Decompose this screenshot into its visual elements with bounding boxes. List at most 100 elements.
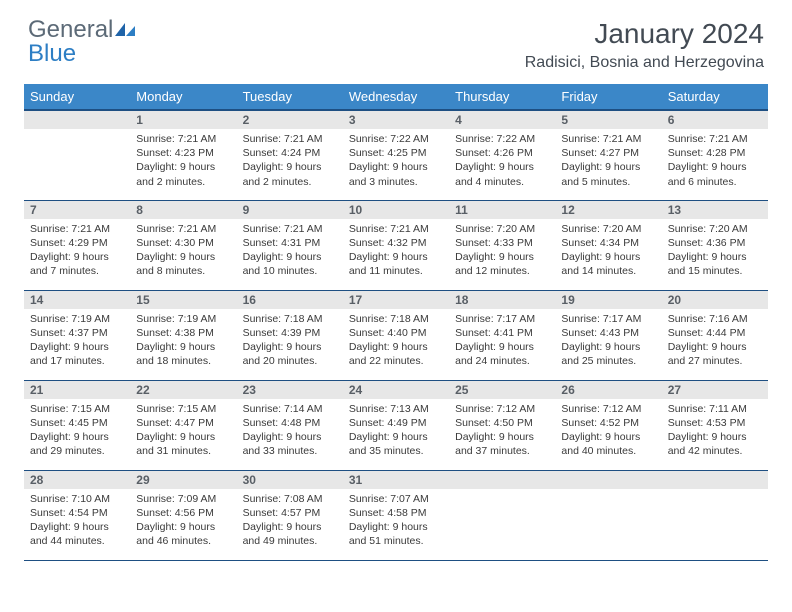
day-number: 15 xyxy=(130,291,236,309)
daylight-text-1: Daylight: 9 hours xyxy=(561,430,655,444)
day-number: 13 xyxy=(662,201,768,219)
day-data: Sunrise: 7:15 AMSunset: 4:45 PMDaylight:… xyxy=(24,399,130,463)
daylight-text-1: Daylight: 9 hours xyxy=(136,520,230,534)
calendar-cell: 18Sunrise: 7:17 AMSunset: 4:41 PMDayligh… xyxy=(449,290,555,380)
day-number: 18 xyxy=(449,291,555,309)
calendar-week-row: 7Sunrise: 7:21 AMSunset: 4:29 PMDaylight… xyxy=(24,200,768,290)
daylight-text-1: Daylight: 9 hours xyxy=(668,340,762,354)
sunset-text: Sunset: 4:47 PM xyxy=(136,416,230,430)
sunrise-text: Sunrise: 7:21 AM xyxy=(136,132,230,146)
logo-text: General Blue xyxy=(28,18,137,66)
calendar-cell xyxy=(449,470,555,560)
calendar-cell: 2Sunrise: 7:21 AMSunset: 4:24 PMDaylight… xyxy=(237,110,343,200)
calendar-week-row: 1Sunrise: 7:21 AMSunset: 4:23 PMDaylight… xyxy=(24,110,768,200)
header: General Blue January 2024 Radisici, Bosn… xyxy=(0,0,792,78)
daylight-text-1: Daylight: 9 hours xyxy=(136,430,230,444)
weekday-header: Wednesday xyxy=(343,84,449,110)
daylight-text-2: and 24 minutes. xyxy=(455,354,549,368)
weekday-header: Thursday xyxy=(449,84,555,110)
sunrise-text: Sunrise: 7:12 AM xyxy=(455,402,549,416)
sunset-text: Sunset: 4:48 PM xyxy=(243,416,337,430)
daylight-text-2: and 3 minutes. xyxy=(349,175,443,189)
calendar-cell: 26Sunrise: 7:12 AMSunset: 4:52 PMDayligh… xyxy=(555,380,661,470)
day-data: Sunrise: 7:13 AMSunset: 4:49 PMDaylight:… xyxy=(343,399,449,463)
day-data: Sunrise: 7:15 AMSunset: 4:47 PMDaylight:… xyxy=(130,399,236,463)
sunset-text: Sunset: 4:49 PM xyxy=(349,416,443,430)
daylight-text-2: and 42 minutes. xyxy=(668,444,762,458)
day-number: 2 xyxy=(237,111,343,129)
daylight-text-1: Daylight: 9 hours xyxy=(243,160,337,174)
weekday-row: SundayMondayTuesdayWednesdayThursdayFrid… xyxy=(24,84,768,110)
daylight-text-2: and 10 minutes. xyxy=(243,264,337,278)
daylight-text-1: Daylight: 9 hours xyxy=(349,340,443,354)
day-number: 7 xyxy=(24,201,130,219)
day-number: 25 xyxy=(449,381,555,399)
empty-daynum xyxy=(24,111,130,129)
daylight-text-1: Daylight: 9 hours xyxy=(30,250,124,264)
weekday-header: Friday xyxy=(555,84,661,110)
day-number: 11 xyxy=(449,201,555,219)
daylight-text-1: Daylight: 9 hours xyxy=(243,520,337,534)
day-number: 9 xyxy=(237,201,343,219)
daylight-text-1: Daylight: 9 hours xyxy=(243,430,337,444)
sunrise-text: Sunrise: 7:20 AM xyxy=(561,222,655,236)
sunset-text: Sunset: 4:30 PM xyxy=(136,236,230,250)
calendar-head: SundayMondayTuesdayWednesdayThursdayFrid… xyxy=(24,84,768,110)
sunset-text: Sunset: 4:32 PM xyxy=(349,236,443,250)
day-number: 24 xyxy=(343,381,449,399)
calendar-week-row: 21Sunrise: 7:15 AMSunset: 4:45 PMDayligh… xyxy=(24,380,768,470)
daylight-text-1: Daylight: 9 hours xyxy=(136,340,230,354)
calendar-table: SundayMondayTuesdayWednesdayThursdayFrid… xyxy=(24,84,768,561)
day-number: 6 xyxy=(662,111,768,129)
daylight-text-2: and 31 minutes. xyxy=(136,444,230,458)
calendar-cell: 20Sunrise: 7:16 AMSunset: 4:44 PMDayligh… xyxy=(662,290,768,380)
daylight-text-1: Daylight: 9 hours xyxy=(561,340,655,354)
calendar-cell: 31Sunrise: 7:07 AMSunset: 4:58 PMDayligh… xyxy=(343,470,449,560)
calendar-cell: 27Sunrise: 7:11 AMSunset: 4:53 PMDayligh… xyxy=(662,380,768,470)
sunset-text: Sunset: 4:52 PM xyxy=(561,416,655,430)
sunset-text: Sunset: 4:40 PM xyxy=(349,326,443,340)
calendar-cell: 7Sunrise: 7:21 AMSunset: 4:29 PMDaylight… xyxy=(24,200,130,290)
daylight-text-2: and 44 minutes. xyxy=(30,534,124,548)
calendar-week-row: 14Sunrise: 7:19 AMSunset: 4:37 PMDayligh… xyxy=(24,290,768,380)
calendar-cell: 23Sunrise: 7:14 AMSunset: 4:48 PMDayligh… xyxy=(237,380,343,470)
day-number: 17 xyxy=(343,291,449,309)
calendar-cell: 22Sunrise: 7:15 AMSunset: 4:47 PMDayligh… xyxy=(130,380,236,470)
daylight-text-2: and 25 minutes. xyxy=(561,354,655,368)
logo-word-blue: Blue xyxy=(28,40,76,67)
sunset-text: Sunset: 4:50 PM xyxy=(455,416,549,430)
day-number: 8 xyxy=(130,201,236,219)
day-data: Sunrise: 7:21 AMSunset: 4:27 PMDaylight:… xyxy=(555,129,661,193)
daylight-text-2: and 46 minutes. xyxy=(136,534,230,548)
day-data: Sunrise: 7:19 AMSunset: 4:38 PMDaylight:… xyxy=(130,309,236,373)
sunrise-text: Sunrise: 7:21 AM xyxy=(136,222,230,236)
daylight-text-2: and 14 minutes. xyxy=(561,264,655,278)
daylight-text-2: and 49 minutes. xyxy=(243,534,337,548)
sunrise-text: Sunrise: 7:20 AM xyxy=(455,222,549,236)
sunset-text: Sunset: 4:34 PM xyxy=(561,236,655,250)
day-data: Sunrise: 7:21 AMSunset: 4:24 PMDaylight:… xyxy=(237,129,343,193)
daylight-text-1: Daylight: 9 hours xyxy=(243,340,337,354)
sunrise-text: Sunrise: 7:22 AM xyxy=(455,132,549,146)
sunrise-text: Sunrise: 7:09 AM xyxy=(136,492,230,506)
daylight-text-2: and 22 minutes. xyxy=(349,354,443,368)
day-data: Sunrise: 7:12 AMSunset: 4:52 PMDaylight:… xyxy=(555,399,661,463)
sunrise-text: Sunrise: 7:16 AM xyxy=(668,312,762,326)
day-data: Sunrise: 7:19 AMSunset: 4:37 PMDaylight:… xyxy=(24,309,130,373)
daylight-text-2: and 2 minutes. xyxy=(243,175,337,189)
sunrise-text: Sunrise: 7:10 AM xyxy=(30,492,124,506)
day-data: Sunrise: 7:21 AMSunset: 4:32 PMDaylight:… xyxy=(343,219,449,283)
calendar-week-row: 28Sunrise: 7:10 AMSunset: 4:54 PMDayligh… xyxy=(24,470,768,560)
calendar-cell: 24Sunrise: 7:13 AMSunset: 4:49 PMDayligh… xyxy=(343,380,449,470)
sunset-text: Sunset: 4:41 PM xyxy=(455,326,549,340)
daylight-text-1: Daylight: 9 hours xyxy=(136,160,230,174)
sunset-text: Sunset: 4:25 PM xyxy=(349,146,443,160)
sunrise-text: Sunrise: 7:07 AM xyxy=(349,492,443,506)
calendar-cell: 16Sunrise: 7:18 AMSunset: 4:39 PMDayligh… xyxy=(237,290,343,380)
daylight-text-1: Daylight: 9 hours xyxy=(349,250,443,264)
calendar-cell xyxy=(555,470,661,560)
day-number: 22 xyxy=(130,381,236,399)
sunrise-text: Sunrise: 7:17 AM xyxy=(561,312,655,326)
day-number: 16 xyxy=(237,291,343,309)
sail-icon xyxy=(115,18,137,42)
